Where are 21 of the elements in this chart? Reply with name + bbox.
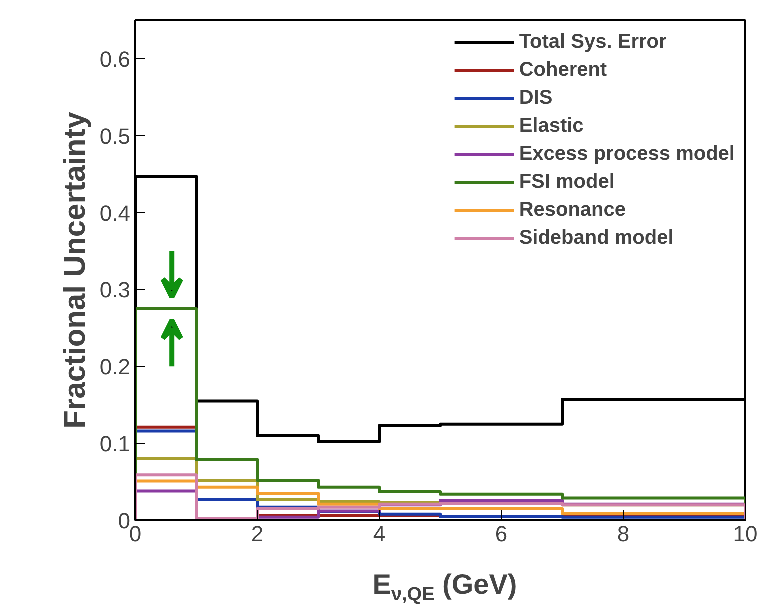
x-axis-title: E$_{ν,QE}$ (GeV) (372, 568, 518, 608)
legend-label: Sideband model (519, 226, 674, 250)
y-tick-label: 0.2 (100, 354, 131, 380)
x-tick-label: 10 (733, 522, 758, 546)
legend-label: FSI model (519, 170, 615, 194)
y-tick-label: 0.6 (100, 46, 131, 72)
x-tick-label: 2 (251, 522, 264, 546)
x-tick-label: 4 (373, 522, 386, 546)
y-tick-label: 0.4 (100, 200, 131, 226)
legend-label: Resonance (519, 198, 626, 222)
y-tick-label: 0.1 (100, 432, 131, 457)
legend-label: Coherent (519, 58, 608, 82)
legend-label: Excess process model (519, 142, 735, 166)
y-axis-title: Fractional Uncertainty (58, 112, 92, 429)
legend-label: Total Sys. Error (519, 30, 667, 54)
legend-label: DIS (519, 86, 553, 110)
y-tick-label: 0.3 (100, 278, 131, 303)
y-tick-label: 0.5 (100, 124, 131, 149)
x-tick-label: 8 (617, 522, 630, 546)
legend-label: Elastic (519, 114, 584, 138)
x-tick-label: 6 (495, 522, 508, 546)
